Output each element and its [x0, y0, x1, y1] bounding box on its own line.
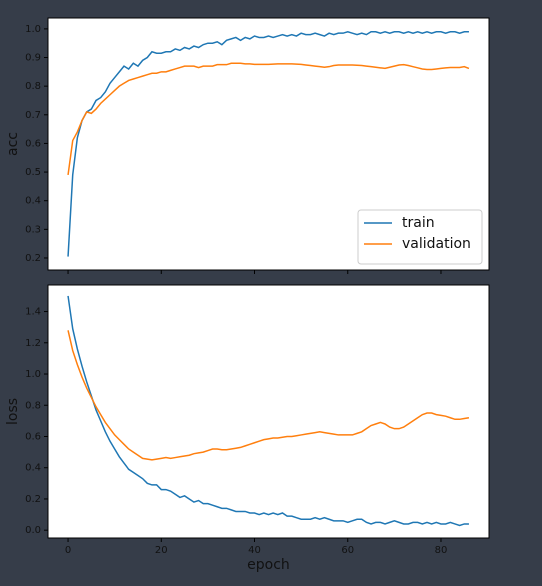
x-tick-label: 80 — [435, 545, 448, 556]
y-tick-label: 0.9 — [25, 53, 41, 64]
x-tick-label: 40 — [248, 545, 261, 556]
y-tick-label: 1.0 — [25, 24, 41, 35]
y-tick-label: 0.2 — [25, 494, 41, 505]
y-tick-label: 0.6 — [25, 431, 41, 442]
x-tick-label: 60 — [341, 545, 354, 556]
y-axis-label: acc — [5, 132, 21, 156]
axes-frame — [47, 284, 490, 539]
y-tick-label: 0.8 — [25, 400, 41, 411]
y-tick-label: 1.2 — [25, 338, 41, 349]
y-tick-label: 0.0 — [25, 525, 41, 536]
legend-label: train — [402, 215, 435, 231]
y-tick-label: 0.8 — [25, 81, 41, 92]
x-axis-label: epoch — [247, 557, 290, 573]
y-tick-label: 0.4 — [25, 196, 41, 207]
axes-frame — [47, 17, 490, 271]
y-tick-label: 0.7 — [25, 110, 41, 121]
series-line — [67, 62, 470, 176]
legend-label: validation — [402, 236, 471, 252]
y-tick-label: 0.2 — [25, 253, 41, 264]
y-tick-label: 1.4 — [25, 307, 41, 318]
series-line — [67, 30, 469, 257]
y-tick-label: 0.5 — [25, 167, 41, 178]
y-axis-label: loss — [5, 398, 21, 425]
series-line — [67, 330, 470, 461]
y-tick-label: 0.4 — [25, 463, 41, 474]
y-tick-label: 0.6 — [25, 138, 41, 149]
series-line — [67, 295, 469, 527]
y-tick-label: 0.3 — [25, 224, 41, 235]
x-tick-label: 20 — [155, 545, 168, 556]
y-tick-label: 1.0 — [25, 369, 41, 380]
x-tick-label: 0 — [65, 545, 71, 556]
plot-area — [48, 285, 489, 538]
